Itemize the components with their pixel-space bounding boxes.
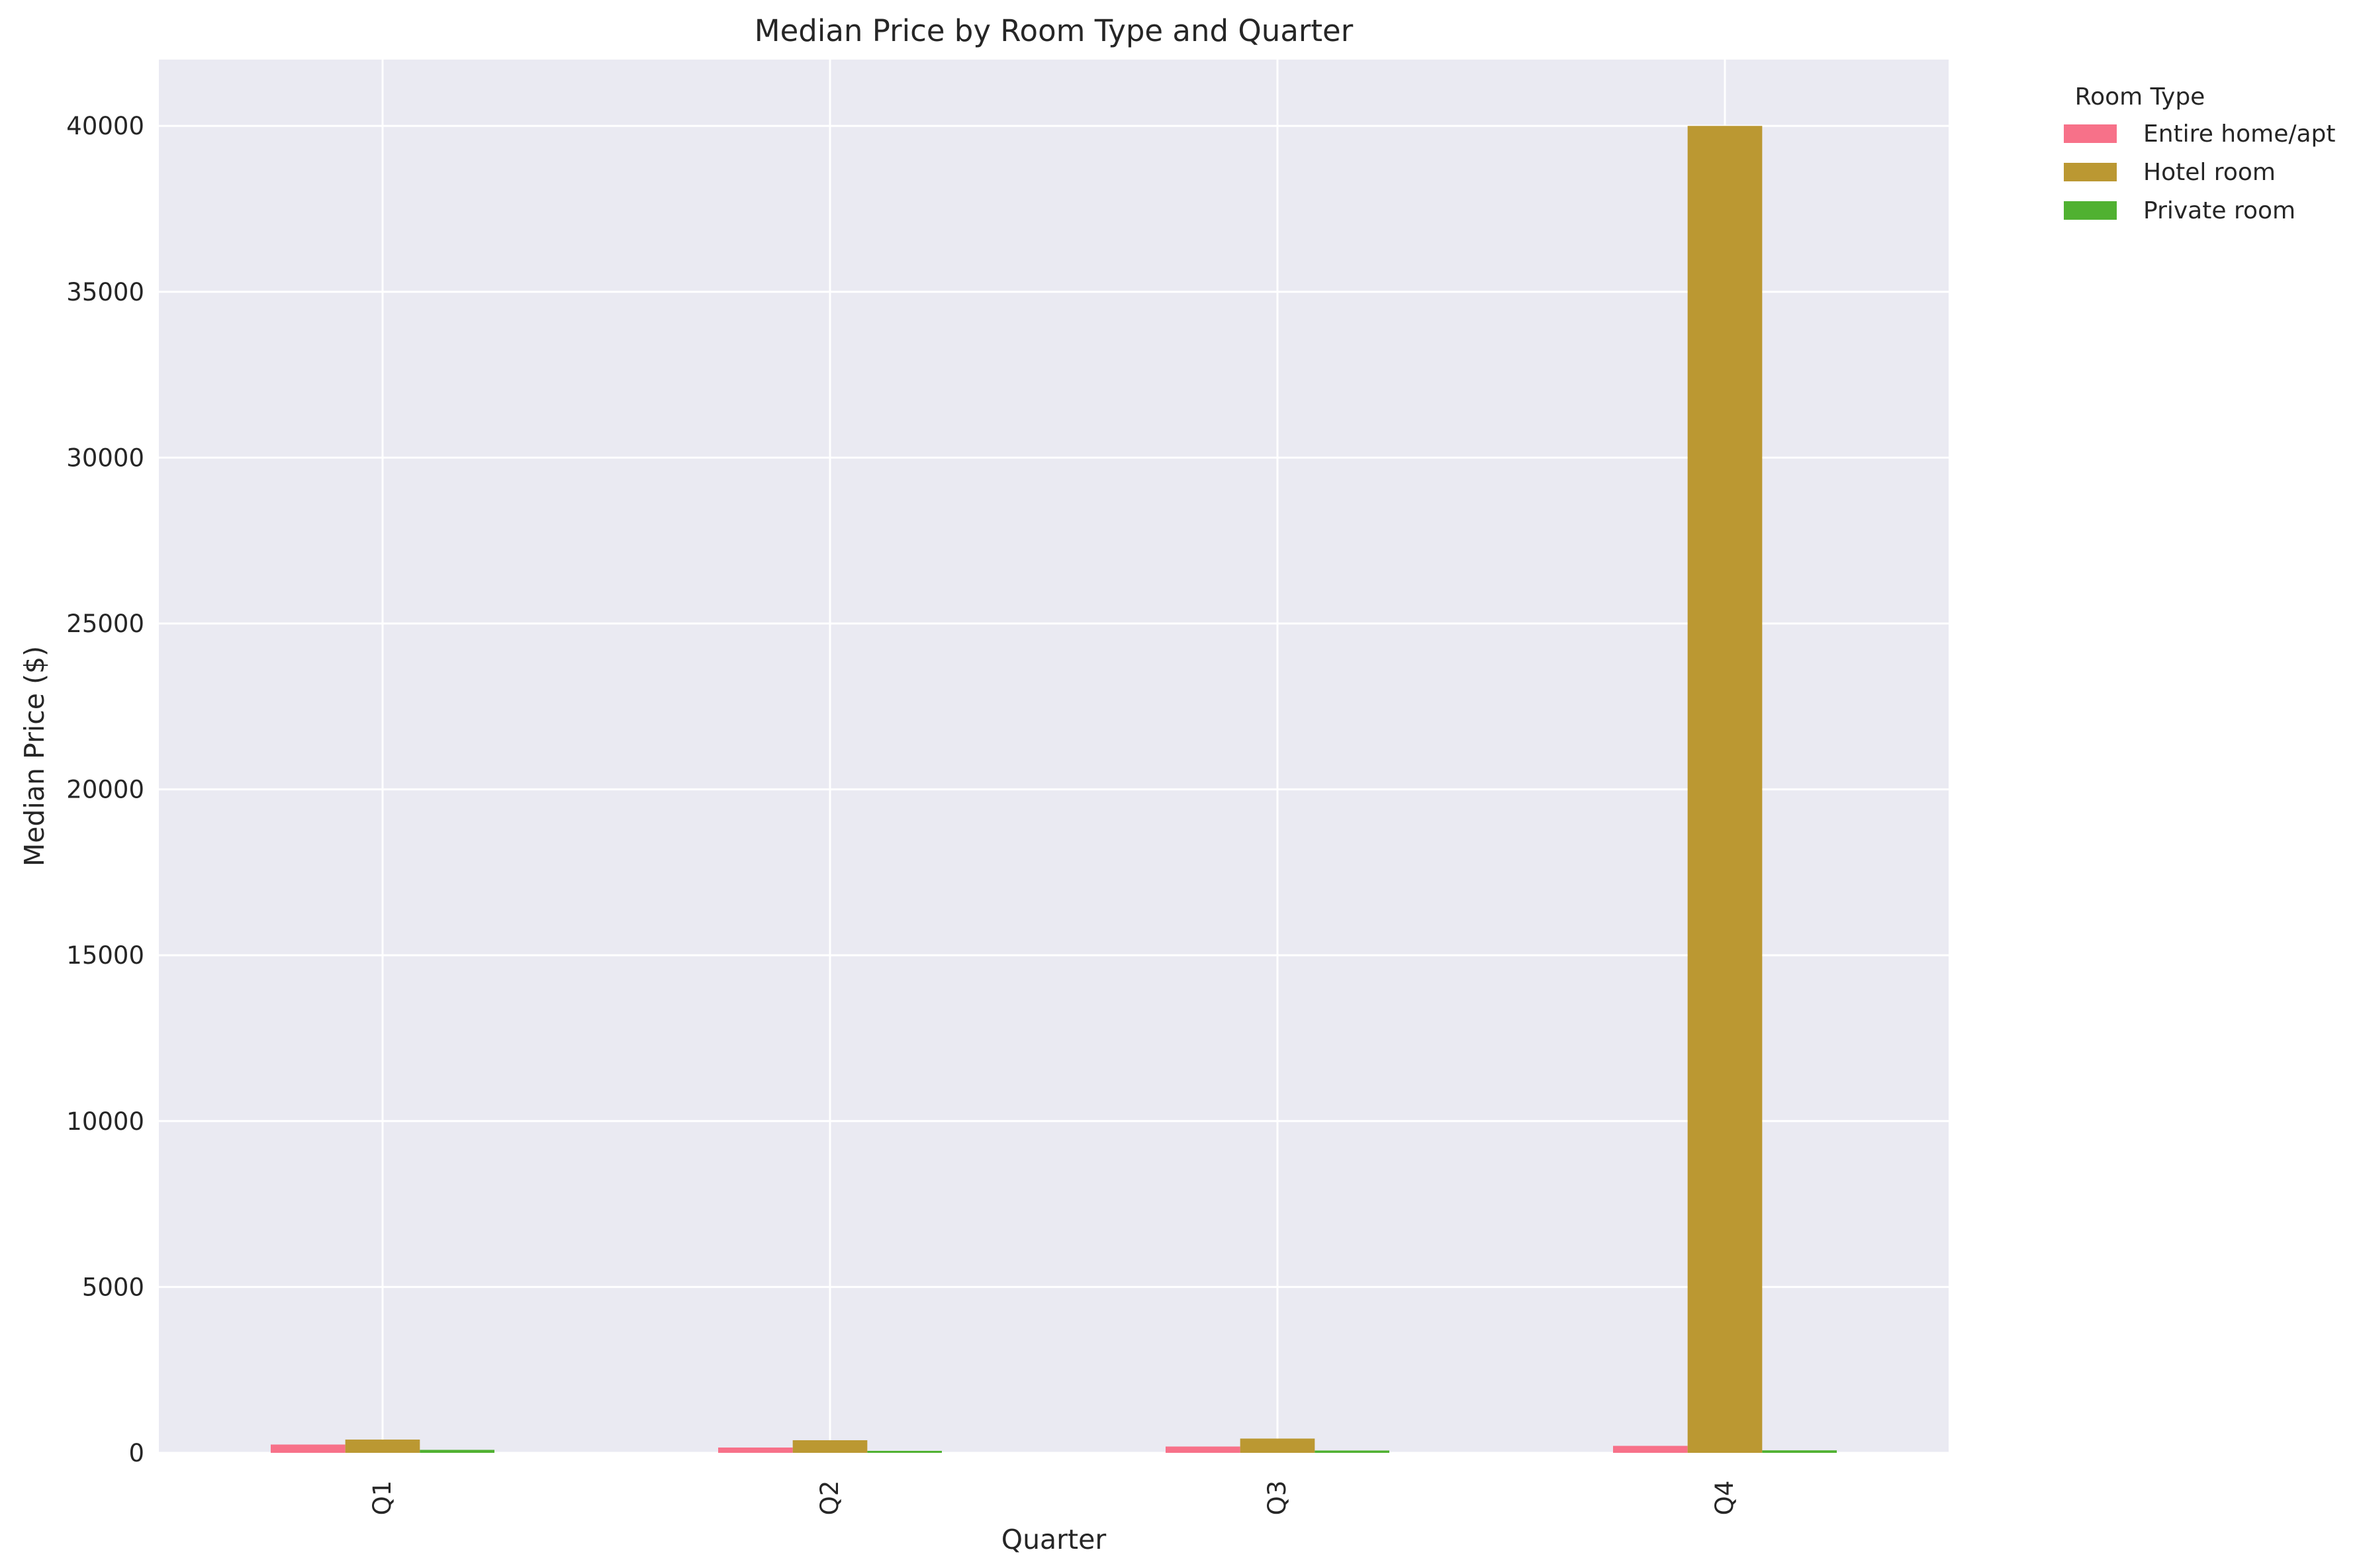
y-tick-label: 35000	[66, 278, 144, 306]
chart-title: Median Price by Room Type and Quarter	[755, 13, 1354, 48]
bar	[867, 1450, 942, 1453]
plot-area	[159, 60, 1949, 1453]
bar	[1315, 1450, 1389, 1453]
bar	[271, 1444, 346, 1453]
legend-items: Entire home/apt Hotel room Private room	[2064, 120, 2336, 224]
y-tick-label: 40000	[66, 112, 144, 140]
legend-swatch	[2064, 124, 2117, 143]
bar	[1166, 1446, 1240, 1453]
x-axis-label: Quarter	[1001, 1524, 1107, 1555]
y-tick-label: 0	[128, 1439, 144, 1467]
legend: Room Type Entire home/apt Hotel room Priva…	[2064, 83, 2336, 224]
legend-swatch	[2064, 163, 2117, 181]
bar	[1687, 126, 1763, 1453]
legend-label: Hotel room	[2143, 159, 2276, 186]
bar	[345, 1439, 420, 1453]
legend-swatch	[2064, 201, 2117, 220]
x-tick-label: Q2	[815, 1481, 844, 1516]
bar	[1240, 1438, 1315, 1453]
legend-label: Private room	[2143, 197, 2295, 224]
x-axis-ticks: Q1 Q2 Q3 Q4	[368, 1481, 1739, 1516]
y-tick-label: 10000	[66, 1107, 144, 1136]
y-tick-label: 25000	[66, 610, 144, 638]
x-tick-label: Q1	[368, 1481, 396, 1516]
x-tick-label: Q4	[1710, 1481, 1739, 1516]
bar	[1613, 1446, 1688, 1453]
x-tick-label: Q3	[1263, 1481, 1291, 1516]
legend-title: Room Type	[2075, 83, 2205, 111]
bars	[271, 126, 1837, 1453]
y-axis-ticks: 0 5000 10000 15000 20000 25000 30000 35000 40000	[66, 112, 144, 1467]
y-tick-label: 30000	[66, 443, 144, 472]
y-tick-label: 15000	[66, 941, 144, 970]
bar	[718, 1447, 793, 1453]
y-tick-label: 5000	[82, 1273, 144, 1301]
legend-label: Entire home/apt	[2143, 120, 2336, 148]
bar	[1762, 1450, 1837, 1453]
y-axis-label: Median Price ($)	[19, 646, 50, 866]
bar	[420, 1450, 494, 1453]
y-tick-label: 20000	[66, 776, 144, 804]
bar	[792, 1440, 868, 1453]
